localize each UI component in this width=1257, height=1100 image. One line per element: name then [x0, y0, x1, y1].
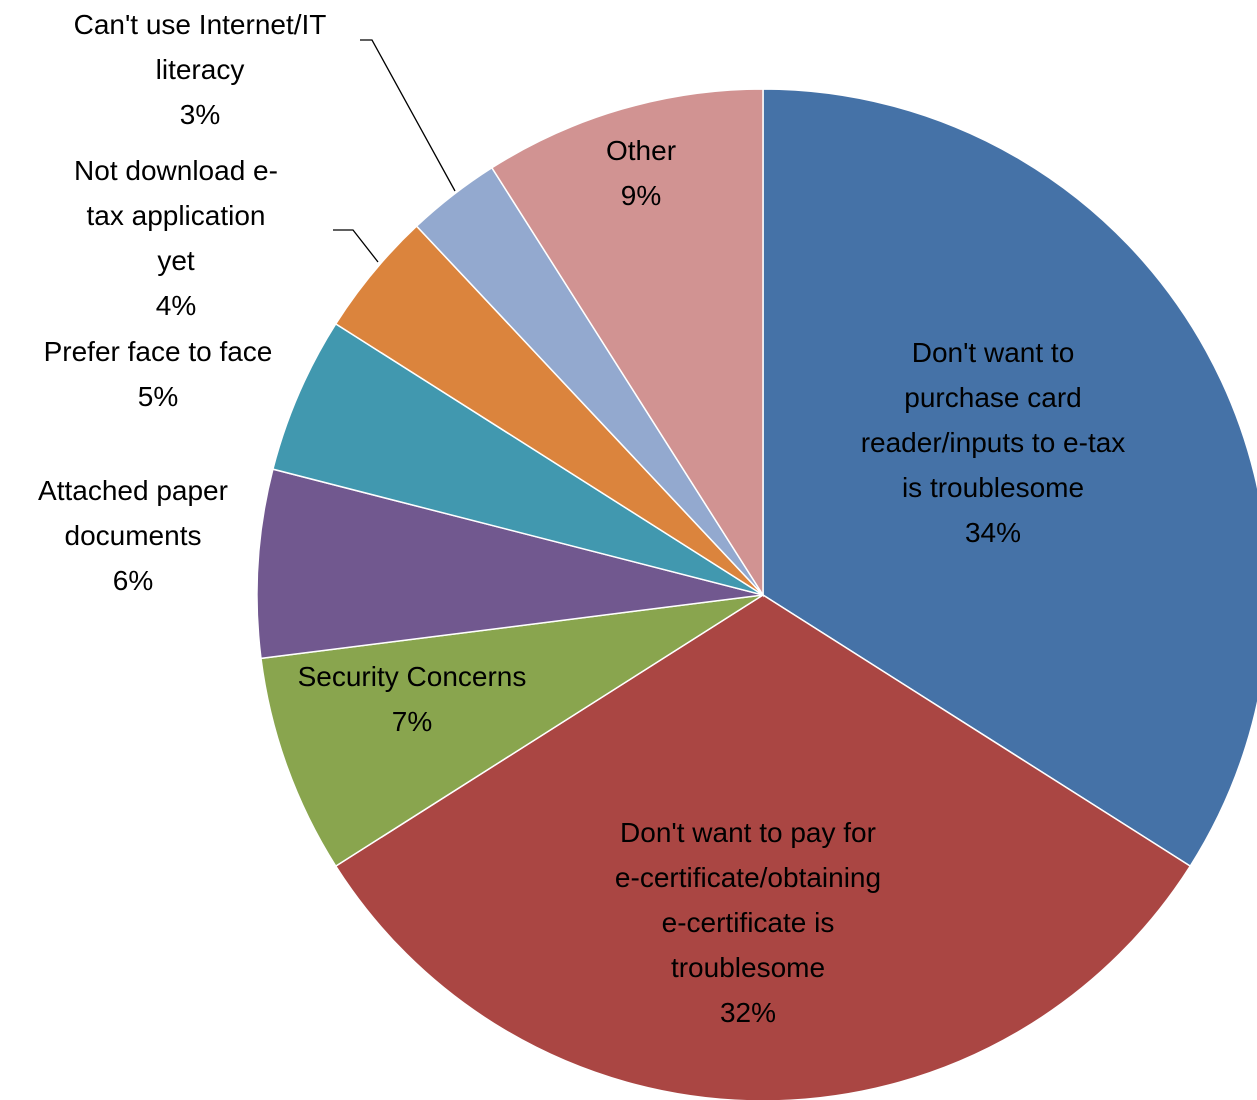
- slice-label-line: e-certificate/obtaining: [615, 862, 881, 893]
- pie-slice: [762, 88, 1257, 868]
- slice-percent: 34%: [965, 517, 1021, 548]
- slice-data-label: Not download e-tax application yet 4%: [74, 155, 278, 321]
- slice-label-line: Can't use Internet/IT: [74, 9, 327, 40]
- pie-slice: [260, 594, 764, 868]
- pie-slice: [490, 88, 764, 598]
- slice-percent: 7%: [392, 706, 432, 737]
- slice-data-label: Don't want to purchase card reader/inputs …: [861, 337, 1126, 548]
- data-labels: Don't want to purchase card reader/inputs …: [38, 9, 1125, 1028]
- leader-lines: [333, 39, 456, 263]
- slice-percent: 4%: [156, 290, 196, 321]
- slice-percent: 3%: [180, 99, 220, 130]
- pie-slice: [334, 594, 1192, 1100]
- leader-line: [360, 39, 456, 192]
- slice-label-line: literacy: [156, 54, 245, 85]
- slice-percent: 6%: [113, 565, 153, 596]
- leader-line: [333, 229, 379, 263]
- slice-data-label: Don't want to pay for e-certificate/obtai…: [615, 817, 881, 1028]
- slice-label-line: Attached paper: [38, 475, 228, 506]
- slice-data-label: Can't use Internet/IT literacy 3%: [74, 9, 327, 130]
- slice-label-line: reader/inputs to e-tax: [861, 427, 1126, 458]
- slice-percent: 32%: [720, 997, 776, 1028]
- slice-percent: 5%: [138, 381, 178, 412]
- slice-label-line: Not download e-: [74, 155, 278, 186]
- slice-label-line: Prefer face to face: [44, 336, 273, 367]
- slice-label-line: purchase card: [904, 382, 1081, 413]
- slice-data-label: Prefer face to face 5%: [44, 336, 273, 412]
- slice-data-label: Attached paper documents 6%: [38, 475, 228, 596]
- slice-label-line: Other: [606, 135, 676, 166]
- slice-label-line: troublesome: [671, 952, 825, 983]
- pie-slice: [256, 468, 764, 660]
- pie-slices: [256, 88, 1257, 1100]
- slice-label-line: Don't want to: [912, 337, 1075, 368]
- slice-data-label: Other 9%: [606, 135, 676, 211]
- slice-label-line: Don't want to pay for: [620, 817, 876, 848]
- slice-label-line: is troublesome: [902, 472, 1084, 503]
- slice-label-line: documents: [65, 520, 202, 551]
- pie-slice: [271, 322, 764, 596]
- slice-label-line: e-certificate is: [662, 907, 835, 938]
- slice-label-line: Security Concerns: [298, 661, 527, 692]
- slice-data-label: Security Concerns 7%: [298, 661, 527, 737]
- slice-label-line: yet: [157, 245, 195, 276]
- slice-label-line: tax application: [86, 200, 265, 231]
- slice-percent: 9%: [621, 180, 661, 211]
